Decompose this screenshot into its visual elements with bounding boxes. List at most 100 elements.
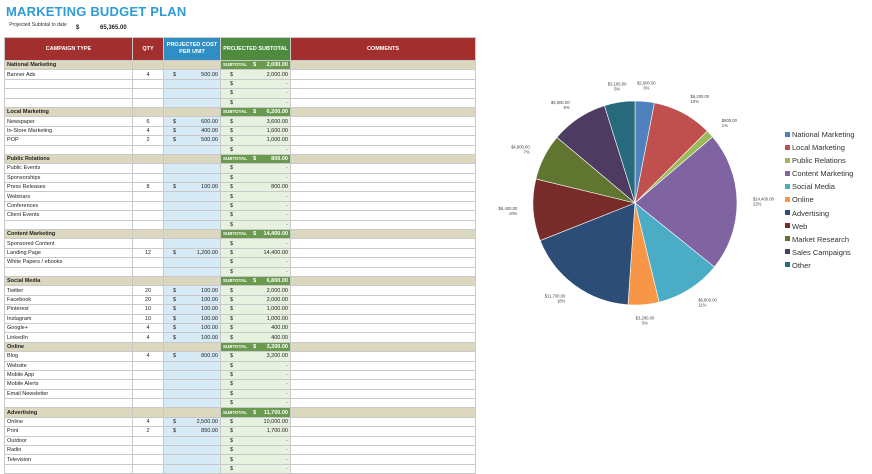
cost-cell[interactable] xyxy=(163,398,221,409)
category-name[interactable]: National Marketing xyxy=(4,59,133,71)
campaign-name-cell[interactable]: Landing Page xyxy=(4,247,133,259)
comment-cell[interactable] xyxy=(290,69,476,80)
header-qty[interactable]: QTY xyxy=(132,37,164,61)
subtotal-cell[interactable]: $3,200.00 xyxy=(220,351,291,362)
legend-item[interactable]: Web xyxy=(785,220,855,233)
cost-cell[interactable] xyxy=(163,388,221,400)
comment-cell[interactable] xyxy=(290,332,476,343)
category-subtotal-cell[interactable]: SUBTOTAL $6,800.00 xyxy=(220,275,291,287)
comment-cell[interactable] xyxy=(290,379,476,390)
legend-item[interactable]: Social Media xyxy=(785,180,855,193)
cost-cell[interactable]: $100.00 xyxy=(163,294,221,306)
comment-cell[interactable] xyxy=(290,88,476,99)
category-name[interactable]: Content Marketing xyxy=(4,229,133,240)
qty-cell[interactable]: 10 xyxy=(132,304,164,315)
legend-item[interactable]: Content Marketing xyxy=(785,167,855,180)
subtotal-cell[interactable]: $ - xyxy=(220,266,291,278)
cost-cell[interactable] xyxy=(163,219,221,231)
qty-cell[interactable]: 2 xyxy=(132,135,164,146)
category-subtotal-cell[interactable]: SUBTOTAL $14,400.00 xyxy=(220,229,291,240)
cost-cell[interactable]: $500.00 xyxy=(163,69,221,80)
campaign-name-cell[interactable] xyxy=(4,97,133,108)
comment-cell[interactable] xyxy=(290,219,476,231)
campaign-name-cell[interactable]: Sponsored Content xyxy=(4,238,133,249)
campaign-name-cell[interactable]: Online xyxy=(4,416,133,428)
subtotal-cell[interactable]: $ - xyxy=(220,435,291,447)
comment-cell[interactable] xyxy=(290,322,476,334)
subtotal-cell[interactable]: $ - xyxy=(220,191,291,202)
comment-cell[interactable] xyxy=(290,78,476,90)
cost-cell[interactable] xyxy=(163,78,221,90)
qty-cell[interactable] xyxy=(132,191,164,202)
qty-cell[interactable] xyxy=(132,257,164,268)
comment-cell[interactable] xyxy=(290,313,476,324)
cost-cell[interactable]: $100.00 xyxy=(163,285,221,296)
category-qty-cell[interactable] xyxy=(132,229,164,240)
subtotal-cell[interactable]: $ - xyxy=(220,257,291,268)
cost-cell[interactable] xyxy=(163,257,221,268)
cost-cell[interactable]: $100.00 xyxy=(163,332,221,343)
projected-subtotal-value[interactable]: 65,365.00 xyxy=(100,25,127,31)
campaign-name-cell[interactable]: Print xyxy=(4,426,133,437)
qty-cell[interactable] xyxy=(132,97,164,108)
qty-cell[interactable]: 20 xyxy=(132,285,164,296)
subtotal-cell[interactable]: $ - xyxy=(220,360,291,371)
cost-cell[interactable] xyxy=(163,210,221,221)
campaign-name-cell[interactable] xyxy=(4,144,133,155)
subtotal-cell[interactable]: $ - xyxy=(220,444,291,456)
qty-cell[interactable]: 6 xyxy=(132,116,164,127)
comment-cell[interactable] xyxy=(290,435,476,447)
campaign-name-cell[interactable]: Instagram xyxy=(4,313,133,324)
qty-cell[interactable] xyxy=(132,379,164,390)
subtotal-cell[interactable]: $3,600.00 xyxy=(220,116,291,127)
category-comment-cell[interactable] xyxy=(290,341,476,353)
qty-cell[interactable]: 8 xyxy=(132,182,164,193)
comment-cell[interactable] xyxy=(290,388,476,400)
category-subtotal-cell[interactable]: SUBTOTAL $3,200.00 xyxy=(220,341,291,353)
qty-cell[interactable]: 4 xyxy=(132,69,164,80)
pie-slice[interactable] xyxy=(604,100,636,204)
subtotal-cell[interactable]: $ - xyxy=(220,398,291,409)
qty-cell[interactable] xyxy=(132,219,164,231)
pie-slice[interactable] xyxy=(539,202,636,306)
campaign-name-cell[interactable]: Mobile App xyxy=(4,369,133,381)
qty-cell[interactable] xyxy=(132,435,164,447)
category-cost-cell[interactable] xyxy=(163,229,221,240)
campaign-name-cell[interactable]: Mobile Alerts xyxy=(4,379,133,390)
category-qty-cell[interactable] xyxy=(132,59,164,71)
qty-cell[interactable]: 4 xyxy=(132,332,164,343)
comment-cell[interactable] xyxy=(290,163,476,174)
cost-cell[interactable] xyxy=(163,172,221,184)
subtotal-cell[interactable]: $1,700.00 xyxy=(220,426,291,437)
subtotal-cell[interactable]: $ - xyxy=(220,219,291,231)
qty-cell[interactable]: 4 xyxy=(132,416,164,428)
category-name[interactable]: Social Media xyxy=(4,275,133,287)
category-cost-cell[interactable] xyxy=(163,106,221,118)
category-qty-cell[interactable] xyxy=(132,275,164,287)
subtotal-cell[interactable]: $2,000.00 xyxy=(220,294,291,306)
cost-cell[interactable] xyxy=(163,97,221,108)
cost-cell[interactable]: $100.00 xyxy=(163,322,221,334)
cost-cell[interactable]: $500.00 xyxy=(163,135,221,146)
category-name[interactable]: Local Marketing xyxy=(4,106,133,118)
comment-cell[interactable] xyxy=(290,351,476,362)
subtotal-cell[interactable]: $14,400.00 xyxy=(220,247,291,259)
cost-cell[interactable] xyxy=(163,444,221,456)
subtotal-cell[interactable]: $ - xyxy=(220,369,291,381)
qty-cell[interactable]: 4 xyxy=(132,322,164,334)
campaign-name-cell[interactable]: Facebook xyxy=(4,294,133,306)
campaign-name-cell[interactable]: White Papers / ebooks xyxy=(4,257,133,268)
qty-cell[interactable] xyxy=(132,78,164,90)
category-qty-cell[interactable] xyxy=(132,407,164,418)
campaign-name-cell[interactable]: Radio xyxy=(4,444,133,456)
qty-cell[interactable] xyxy=(132,398,164,409)
comment-cell[interactable] xyxy=(290,191,476,202)
cost-cell[interactable] xyxy=(163,266,221,278)
comment-cell[interactable] xyxy=(290,398,476,409)
campaign-name-cell[interactable]: Twitter xyxy=(4,285,133,296)
comment-cell[interactable] xyxy=(290,144,476,155)
qty-cell[interactable]: 4 xyxy=(132,351,164,362)
category-name[interactable]: Online xyxy=(4,341,133,353)
subtotal-cell[interactable]: $ - xyxy=(220,97,291,108)
category-cost-cell[interactable] xyxy=(163,341,221,353)
